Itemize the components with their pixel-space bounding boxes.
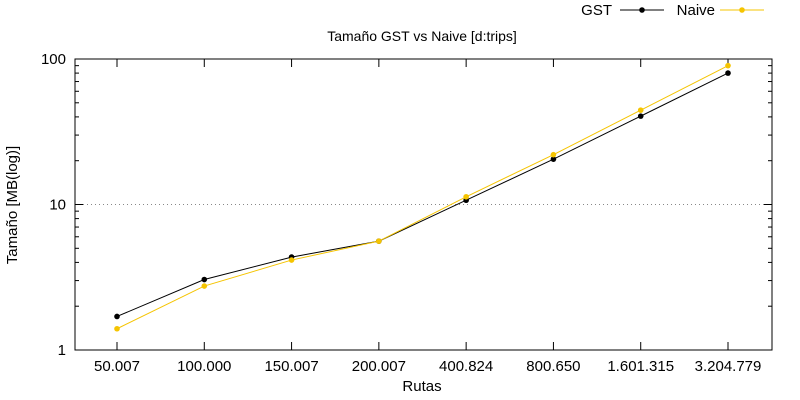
data-point-naive bbox=[463, 193, 469, 200]
legend-marker-naive bbox=[739, 7, 745, 13]
y-tick-label: 100 bbox=[41, 51, 66, 68]
data-point-naive bbox=[725, 62, 731, 69]
y-tick-label: 1 bbox=[58, 342, 66, 359]
series-line-naive bbox=[116, 65, 729, 330]
data-point-naive bbox=[114, 325, 120, 332]
data-point-gst bbox=[201, 276, 208, 283]
x-tick-label: 400.824 bbox=[439, 358, 493, 375]
data-point-gst bbox=[725, 70, 731, 76]
data-point-gst bbox=[550, 156, 557, 162]
x-tick-label: 800.650 bbox=[526, 358, 580, 375]
x-tick-label: 50.007 bbox=[94, 358, 140, 375]
data-point-gst bbox=[637, 113, 644, 119]
data-point-naive bbox=[288, 257, 295, 263]
y-axis-ticks: 1 10 100 bbox=[41, 51, 772, 359]
y-tick-label: 10 bbox=[49, 197, 66, 214]
data-point-naive bbox=[637, 107, 644, 113]
x-tick-label: 3.204.779 bbox=[695, 358, 762, 375]
legend: GST Naive bbox=[581, 2, 764, 19]
x-axis-label: Rutas bbox=[402, 378, 441, 395]
data-point-gst bbox=[114, 313, 120, 320]
y-axis-label: Tamaño [MB(log)] bbox=[4, 146, 21, 264]
data-point-naive bbox=[376, 238, 382, 244]
x-tick-label: 1.601.315 bbox=[607, 358, 674, 375]
x-tick-label: 100.000 bbox=[177, 358, 231, 375]
data-point-naive bbox=[550, 151, 557, 158]
x-axis-ticks: 50.007 100.000 150.007 200.007 400.824 800.65… bbox=[94, 59, 761, 375]
x-tick-label: 200.007 bbox=[352, 358, 406, 375]
legend-marker-gst bbox=[639, 7, 645, 13]
data-point-naive bbox=[201, 283, 208, 289]
legend-label-naive: Naive bbox=[677, 2, 715, 19]
legend-label-gst: GST bbox=[581, 2, 612, 19]
series-line-gst bbox=[116, 72, 729, 317]
x-tick-label: 150.007 bbox=[264, 358, 318, 375]
series-layer bbox=[114, 62, 731, 332]
chart-title: Tamaño GST vs Naive [d:trips] bbox=[327, 28, 517, 44]
